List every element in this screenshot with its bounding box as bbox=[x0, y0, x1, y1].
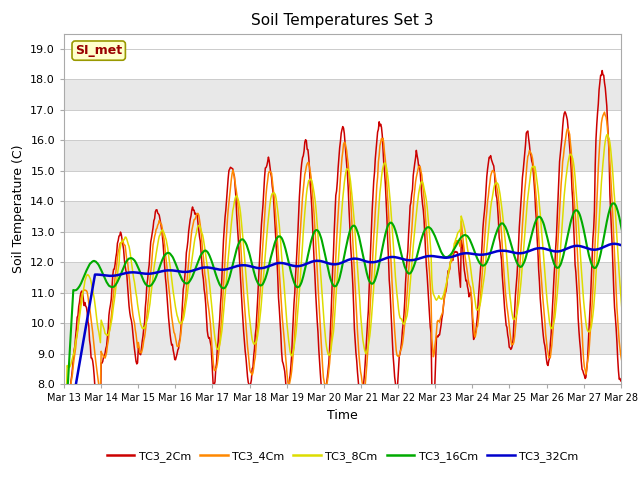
Bar bbox=[64, 201, 621, 232]
Title: Soil Temperatures Set 3: Soil Temperatures Set 3 bbox=[251, 13, 434, 28]
Bar bbox=[64, 232, 621, 262]
Bar bbox=[64, 293, 621, 323]
Bar bbox=[64, 171, 621, 201]
Bar bbox=[64, 354, 621, 384]
Bar bbox=[64, 79, 621, 110]
Bar bbox=[64, 323, 621, 354]
Legend: TC3_2Cm, TC3_4Cm, TC3_8Cm, TC3_16Cm, TC3_32Cm: TC3_2Cm, TC3_4Cm, TC3_8Cm, TC3_16Cm, TC3… bbox=[102, 446, 583, 466]
Bar bbox=[64, 110, 621, 140]
Bar bbox=[64, 49, 621, 79]
Y-axis label: Soil Temperature (C): Soil Temperature (C) bbox=[12, 144, 25, 273]
Text: SI_met: SI_met bbox=[75, 44, 122, 57]
X-axis label: Time: Time bbox=[327, 408, 358, 421]
Bar bbox=[64, 262, 621, 293]
Bar bbox=[64, 140, 621, 171]
